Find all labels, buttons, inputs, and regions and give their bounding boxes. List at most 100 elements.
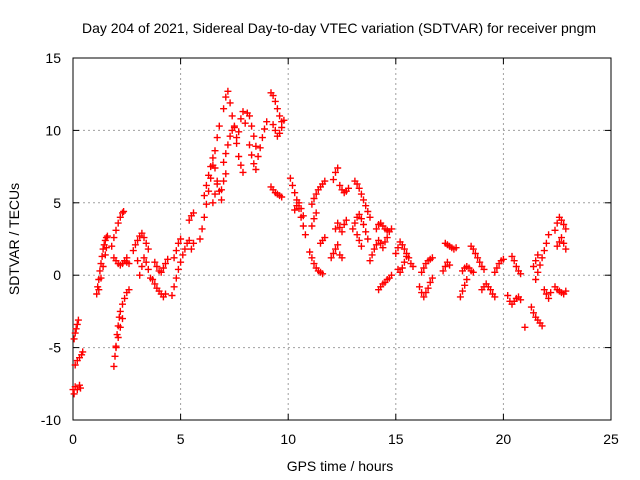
data-point <box>469 245 477 253</box>
data-point <box>334 219 342 227</box>
data-point <box>202 200 210 208</box>
data-point <box>239 108 247 116</box>
data-point <box>248 122 256 130</box>
data-point <box>558 216 565 224</box>
data-point <box>108 242 116 250</box>
data-point <box>527 303 535 311</box>
data-point <box>474 254 482 262</box>
y-axis-label: SDTVAR / TECUs <box>6 183 22 295</box>
data-point <box>280 116 288 124</box>
data-point <box>164 255 172 263</box>
data-point <box>360 221 367 228</box>
data-point <box>357 215 365 223</box>
data-point <box>261 125 268 133</box>
data-point <box>357 242 365 250</box>
data-point <box>138 263 146 270</box>
data-point <box>329 250 337 257</box>
data-point <box>207 163 215 171</box>
data-point <box>95 286 103 294</box>
x-tick-label: 20 <box>496 431 512 447</box>
data-point <box>379 244 387 252</box>
data-point <box>286 174 294 182</box>
data-point <box>129 247 137 255</box>
data-point <box>205 171 213 179</box>
data-point <box>542 239 550 247</box>
data-point <box>218 186 225 194</box>
data-point <box>110 362 118 370</box>
data-point <box>538 254 546 262</box>
data-point <box>469 268 477 276</box>
data-point <box>224 87 232 95</box>
data-point <box>310 195 318 202</box>
data-point <box>471 250 479 257</box>
data-point <box>355 236 363 244</box>
data-point <box>336 223 344 231</box>
data-point <box>103 232 111 240</box>
data-point <box>142 239 150 247</box>
data-point <box>398 241 406 249</box>
data-point <box>114 219 122 227</box>
data-point <box>102 234 110 242</box>
data-point <box>521 323 529 331</box>
data-point <box>174 265 182 273</box>
data-point <box>400 245 408 253</box>
grid <box>73 58 611 420</box>
data-point <box>536 261 544 269</box>
data-point <box>168 292 176 299</box>
data-point <box>172 247 180 255</box>
data-point <box>372 241 380 249</box>
data-point <box>70 335 78 343</box>
data-point <box>218 196 225 204</box>
x-axis-label: GPS time / hours <box>287 458 394 474</box>
data-point <box>102 244 110 252</box>
data-point <box>372 225 380 233</box>
data-point <box>366 257 374 265</box>
data-point <box>332 225 339 233</box>
data-point <box>226 99 234 107</box>
data-point <box>213 134 221 142</box>
data-point <box>111 352 119 360</box>
data-point <box>125 260 133 268</box>
data-point <box>461 281 469 289</box>
data-point <box>441 263 449 270</box>
data-point <box>510 257 518 265</box>
data-point <box>112 226 120 234</box>
data-point <box>364 208 372 215</box>
data-point <box>499 255 507 263</box>
data-point <box>233 139 241 147</box>
data-point <box>383 234 391 242</box>
data-point <box>291 206 299 214</box>
data-point <box>237 161 245 169</box>
data-point <box>269 121 277 129</box>
data-point <box>179 251 187 259</box>
data-point <box>263 118 271 126</box>
y-tick-label: 15 <box>45 50 61 66</box>
data-point <box>246 141 253 149</box>
data-point <box>534 251 542 259</box>
data-point <box>534 268 542 276</box>
data-point <box>98 252 106 260</box>
data-point <box>250 160 258 168</box>
data-point <box>205 187 213 195</box>
data-point <box>517 270 525 278</box>
data-point <box>239 168 247 176</box>
data-point <box>174 239 182 247</box>
data-point <box>123 254 131 262</box>
data-point <box>144 265 152 273</box>
x-tick-label: 5 <box>177 431 185 447</box>
data-point <box>321 177 329 185</box>
data-point <box>351 219 359 227</box>
x-tick-label: 0 <box>69 431 77 447</box>
x-tick-label: 25 <box>603 431 619 447</box>
data-point <box>301 231 309 239</box>
data-point <box>237 115 245 123</box>
data-point <box>452 244 460 252</box>
data-point <box>420 264 428 272</box>
data-point <box>553 219 561 227</box>
data-point <box>252 166 260 173</box>
data-point <box>252 142 260 150</box>
data-point <box>226 132 234 140</box>
data-point <box>248 151 256 159</box>
data-point <box>340 221 348 228</box>
data-point <box>258 134 266 142</box>
